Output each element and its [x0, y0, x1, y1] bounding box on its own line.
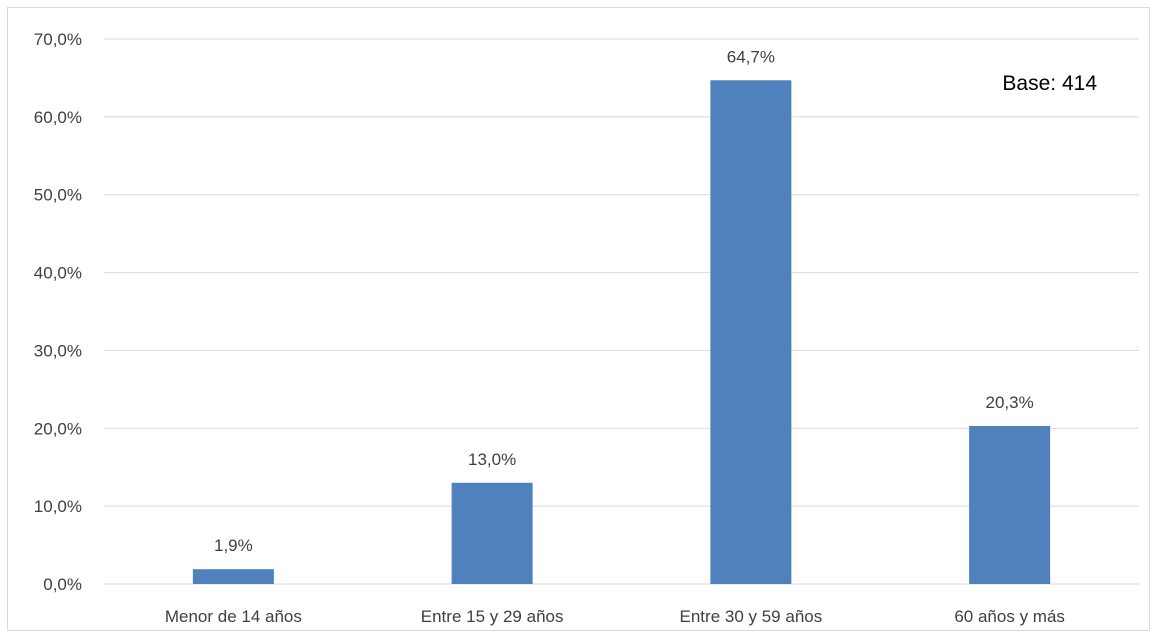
data-label: 1,9% — [214, 536, 253, 555]
x-tick-label: Entre 30 y 59 años — [680, 607, 823, 626]
y-tick-label: 20,0% — [34, 419, 82, 438]
y-axis-ticks: 0,0% 10,0% 20,0% 30,0% 40,0% 50,0% 60,0% 70,0% — [34, 30, 82, 594]
y-tick-label: 60,0% — [34, 108, 82, 127]
data-label: 13,0% — [468, 450, 516, 469]
x-axis-ticks: Menor de 14 años Entre 15 y 29 años Entre … — [165, 607, 1065, 626]
chart-frame — [7, 7, 1150, 631]
base-annotation: Base: 414 — [1002, 72, 1097, 95]
gridlines — [104, 38, 1139, 585]
bars — [192, 80, 1051, 584]
y-tick-label: 40,0% — [34, 264, 82, 283]
data-label: 20,3% — [986, 393, 1034, 412]
y-tick-label: 30,0% — [34, 341, 82, 360]
y-tick-label: 50,0% — [34, 186, 82, 205]
data-labels: 1,9% 13,0% 64,7% 20,3% — [214, 47, 1034, 555]
bar — [710, 80, 792, 584]
y-tick-label: 70,0% — [34, 30, 82, 49]
data-label: 64,7% — [727, 47, 775, 66]
bar — [192, 569, 274, 584]
bar — [451, 482, 533, 584]
x-tick-label: 60 años y más — [954, 607, 1065, 626]
x-tick-label: Entre 15 y 29 años — [421, 607, 564, 626]
y-tick-label: 0,0% — [43, 575, 82, 594]
x-tick-label: Menor de 14 años — [165, 607, 302, 626]
y-tick-label: 10,0% — [34, 497, 82, 516]
bar — [969, 425, 1051, 584]
